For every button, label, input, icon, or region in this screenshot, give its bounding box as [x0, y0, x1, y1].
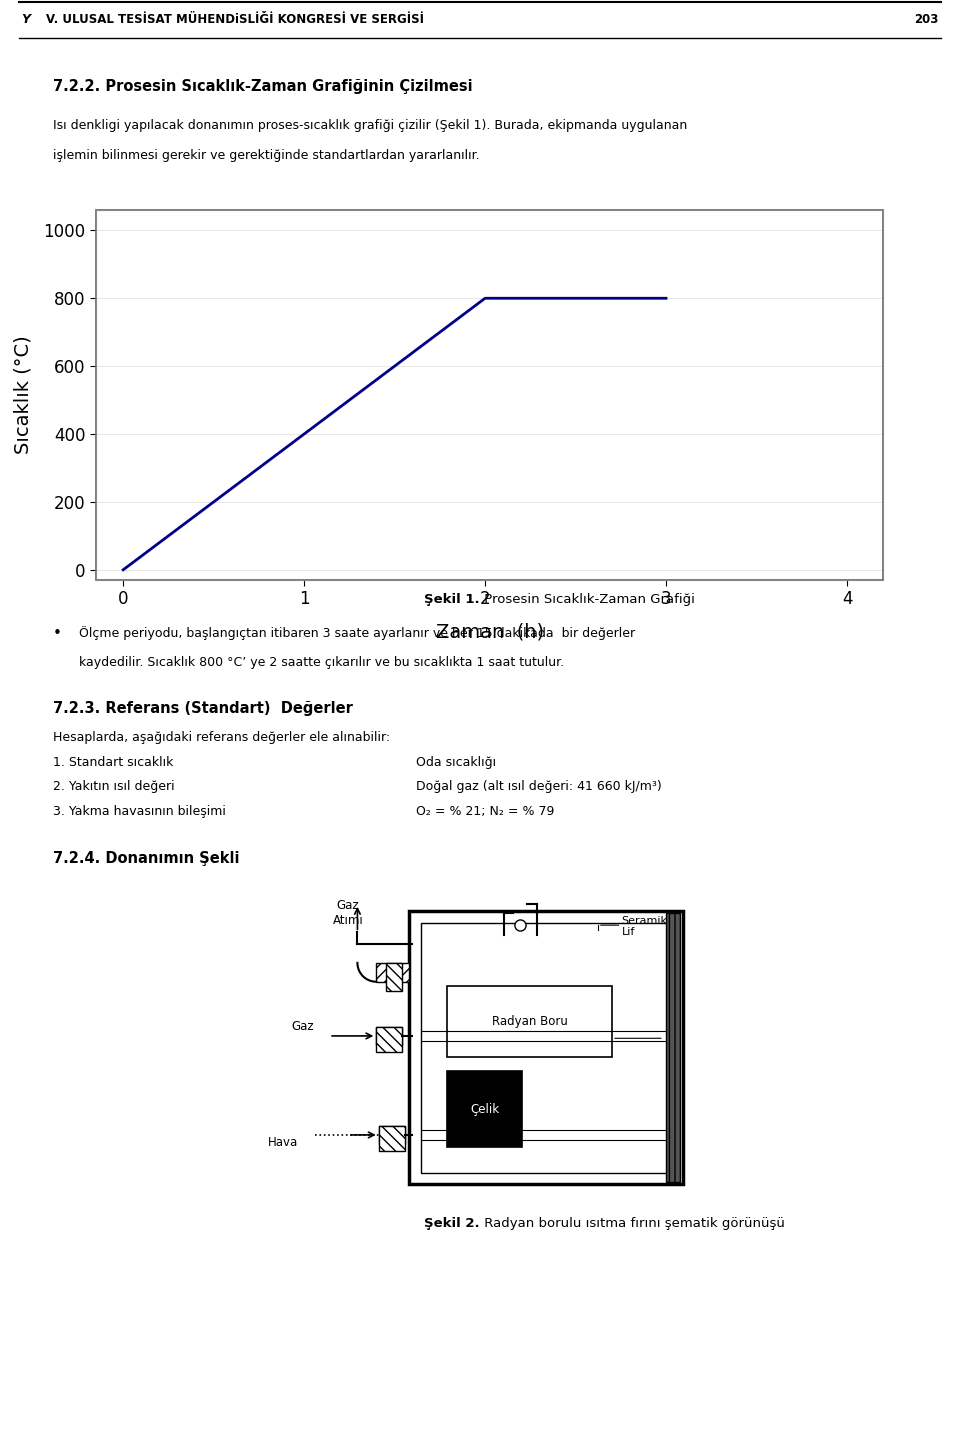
Bar — [376, 1027, 402, 1053]
Text: Doğal gaz (alt ısıl değeri: 41 660 kJ/m³): Doğal gaz (alt ısıl değeri: 41 660 kJ/m³… — [416, 780, 661, 794]
X-axis label: Zaman  (h): Zaman (h) — [436, 623, 543, 641]
Text: kaydedilir. Sıcaklık 800 °C’ ye 2 saatte çıkarılır ve bu sıcaklıkta 1 saat tutul: kaydedilir. Sıcaklık 800 °C’ ye 2 saatte… — [79, 656, 564, 669]
Bar — [386, 963, 402, 990]
Text: Gaz
Atımı: Gaz Atımı — [332, 899, 364, 927]
Bar — [666, 914, 681, 1182]
Text: Şekil 1.: Şekil 1. — [424, 594, 480, 607]
Text: Radyan borulu ısıtma fırını şematik görünüşü: Radyan borulu ısıtma fırını şematik görü… — [480, 1218, 785, 1231]
Bar — [409, 911, 683, 1184]
Text: Seramik
Lif: Seramik Lif — [621, 915, 667, 937]
Text: 7.2.3. Referans (Standart)  Değerler: 7.2.3. Referans (Standart) Değerler — [53, 701, 352, 715]
Text: V. ULUSAL TESİSAT MÜHENDiSLİĞİ KONGRESİ VE SERGİSİ: V. ULUSAL TESİSAT MÜHENDiSLİĞİ KONGRESİ … — [46, 13, 424, 26]
Text: Oda sıcaklığı: Oda sıcaklığı — [416, 756, 495, 769]
Text: Y: Y — [21, 13, 30, 26]
Text: Prosesin Sıcaklık-Zaman Grafiği: Prosesin Sıcaklık-Zaman Grafiği — [480, 594, 695, 607]
Bar — [666, 914, 681, 1182]
Text: 7.2.4. Donanımın Şekli: 7.2.4. Donanımın Şekli — [53, 850, 239, 866]
Text: Hava: Hava — [268, 1135, 299, 1148]
Text: 2. Yakıtın ısıl değeri: 2. Yakıtın ısıl değeri — [53, 780, 175, 794]
Text: Gaz: Gaz — [292, 1019, 314, 1032]
Text: Isı denkligi yapılacak donanımın proses-sıcaklık grafiği çizilir (Şekil 1). Bura: Isı denkligi yapılacak donanımın proses-… — [53, 119, 687, 132]
Text: Şekil 2.: Şekil 2. — [424, 1218, 480, 1231]
Bar — [378, 1125, 404, 1144]
Text: işlemin bilinmesi gerekir ve gerektiğinde standartlardan yararlanılır.: işlemin bilinmesi gerekir ve gerektiğind… — [53, 149, 479, 162]
Text: O₂ = % 21; N₂ = % 79: O₂ = % 21; N₂ = % 79 — [416, 805, 554, 818]
Text: 7.2.2. Prosesin Sıcaklık-Zaman Grafiğinin Çizilmesi: 7.2.2. Prosesin Sıcaklık-Zaman Grafiğini… — [53, 78, 472, 94]
Text: 203: 203 — [915, 13, 939, 26]
Bar — [378, 1125, 404, 1151]
Text: Hesaplarda, aşağıdaki referans değerler ele alınabilir:: Hesaplarda, aşağıdaki referans değerler … — [53, 731, 390, 744]
Text: Ölçme periyodu, başlangıçtan itibaren 3 saate ayarlanır ve her 15 dakikada  bir : Ölçme periyodu, başlangıçtan itibaren 3 … — [79, 626, 635, 640]
Text: Radyan Boru: Radyan Boru — [492, 1015, 567, 1028]
Bar — [376, 963, 409, 982]
Text: 3. Yakma havasının bileşimi: 3. Yakma havasının bileşimi — [53, 805, 226, 818]
Y-axis label: Sıcaklık (°C): Sıcaklık (°C) — [13, 336, 33, 455]
Text: Çelik: Çelik — [470, 1102, 499, 1115]
Bar — [447, 1072, 522, 1147]
Bar — [376, 1027, 402, 1045]
Text: •: • — [53, 626, 61, 641]
Bar — [421, 922, 671, 1173]
Text: 1. Standart sıcaklık: 1. Standart sıcaklık — [53, 756, 173, 769]
Bar — [447, 986, 612, 1057]
